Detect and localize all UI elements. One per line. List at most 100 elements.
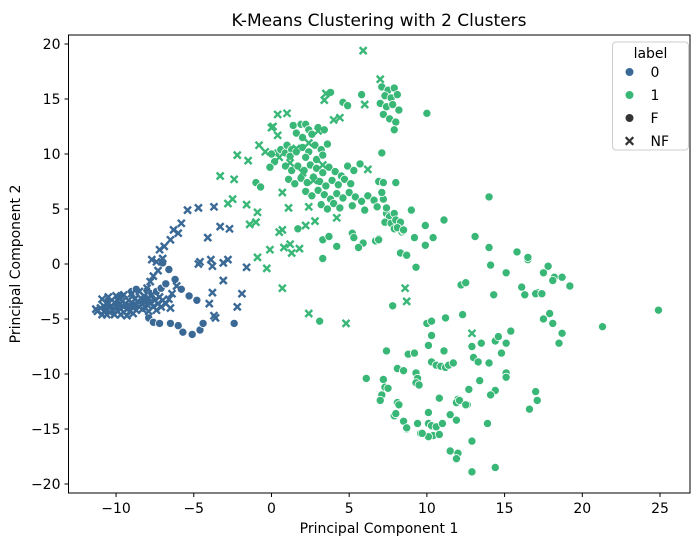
x-axis-tick-label: 10 [418, 501, 436, 517]
data-point [445, 446, 455, 456]
data-point [293, 224, 303, 234]
data-point [278, 188, 287, 197]
data-point [262, 264, 272, 273]
data-point [318, 168, 328, 178]
chart-title: K-Means Clustering with 2 Clusters [231, 11, 527, 31]
y-axis-tick-label: 5 [52, 202, 61, 218]
data-point [218, 276, 228, 285]
data-point [245, 220, 255, 229]
data-point [290, 179, 300, 189]
data-point [389, 125, 399, 135]
data-point [267, 123, 276, 132]
data-point [489, 290, 499, 300]
data-point [441, 313, 451, 323]
data-point [343, 161, 353, 171]
data-point [166, 303, 175, 313]
data-point [152, 257, 161, 267]
data-point [388, 100, 398, 110]
y-axis-tick-label: 20 [43, 37, 61, 53]
data-point [392, 90, 402, 100]
data-point [451, 454, 461, 464]
data-point [153, 266, 163, 275]
data-point [301, 152, 311, 162]
data-point [287, 248, 297, 258]
y-axis-tick-label: −20 [31, 477, 61, 493]
data-point [377, 188, 387, 198]
data-point [167, 289, 177, 299]
data-point [295, 244, 304, 253]
data-point [467, 341, 477, 351]
data-point [178, 327, 188, 337]
y-axis-tick-label: −5 [40, 312, 61, 328]
data-point [287, 166, 297, 176]
data-point [467, 328, 477, 338]
data-point [312, 155, 322, 165]
data-point [347, 201, 357, 211]
data-point [318, 150, 328, 160]
data-point [484, 192, 494, 202]
data-point [170, 274, 180, 284]
data-point [402, 423, 412, 433]
data-point [399, 225, 409, 235]
data-point [439, 215, 449, 225]
data-point [194, 203, 203, 213]
data-point [506, 326, 516, 336]
data-point [538, 314, 548, 324]
x-axis-tick-label: 20 [573, 501, 591, 517]
data-point [467, 467, 477, 477]
x-axis-tick-label: 15 [496, 501, 514, 517]
data-point [554, 338, 564, 348]
data-point [301, 186, 311, 196]
data-point [315, 316, 325, 326]
data-point [391, 178, 401, 188]
legend-marker-NF [624, 136, 635, 146]
data-point [319, 95, 329, 105]
data-point [310, 216, 320, 226]
data-point [285, 158, 295, 168]
legend-marker-1 [624, 90, 635, 100]
data-point [304, 309, 314, 318]
data-point [350, 192, 360, 202]
data-point [198, 318, 208, 328]
data-point [448, 358, 458, 368]
data-point [445, 410, 455, 420]
data-point [486, 390, 496, 400]
data-point [357, 196, 367, 206]
data-point [520, 290, 530, 300]
y-axis-tick-label: −10 [31, 367, 61, 383]
data-point [548, 318, 558, 328]
data-point [321, 181, 331, 191]
data-point [524, 404, 534, 414]
data-point [254, 140, 264, 150]
data-point [184, 291, 194, 301]
data-point [176, 218, 186, 228]
data-point [378, 178, 388, 188]
data-point [284, 203, 293, 213]
y-axis-tick-label: 10 [43, 147, 61, 163]
data-point [142, 283, 152, 293]
data-point [423, 340, 433, 350]
data-point [357, 90, 367, 100]
data-point [209, 311, 219, 321]
data-point [251, 217, 261, 227]
data-point [316, 200, 326, 210]
data-point [194, 259, 203, 269]
data-point [394, 400, 404, 410]
data-point [532, 395, 542, 405]
data-point [274, 152, 284, 162]
data-point [206, 255, 216, 264]
data-point [313, 126, 323, 136]
data-point [423, 407, 433, 417]
data-point [127, 289, 136, 299]
data-point [598, 322, 608, 332]
data-point [545, 308, 555, 318]
data-point [482, 418, 492, 428]
data-point [332, 213, 342, 223]
x-axis-tick-label: 25 [651, 501, 669, 517]
data-point [496, 348, 506, 358]
data-point [256, 182, 266, 192]
data-point [307, 191, 317, 201]
data-point [399, 366, 409, 376]
y-axis-tick-label: −15 [31, 422, 61, 438]
